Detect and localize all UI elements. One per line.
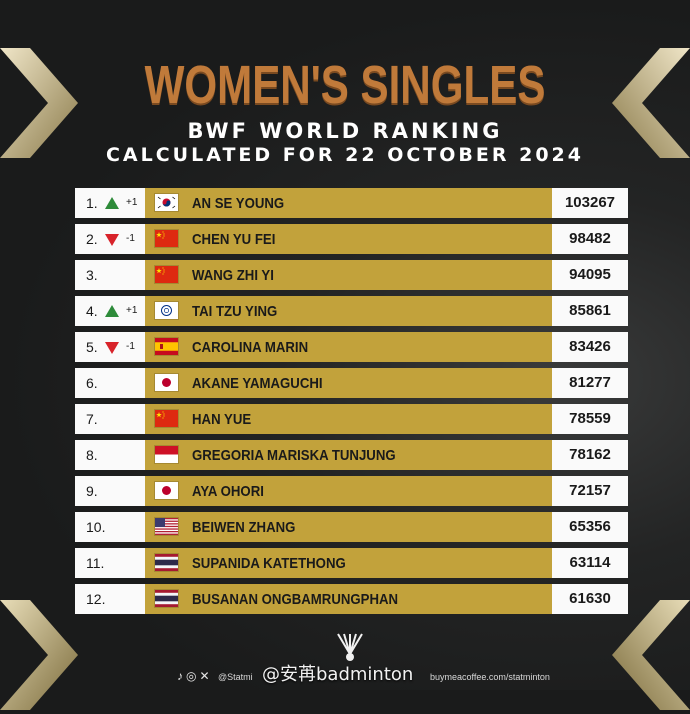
arrow-down-icon bbox=[105, 342, 119, 354]
rank-cell: 10. bbox=[75, 512, 145, 542]
flag-chn-icon bbox=[155, 230, 178, 247]
corner-chevron-bottom-left bbox=[0, 600, 80, 710]
player-name: SUPANIDA KATETHONG bbox=[192, 555, 346, 572]
player-name: BUSANAN ONGBAMRUNGPHAN bbox=[192, 591, 399, 608]
calculated-date: CALCULATED FOR 22 OCTOBER 2024 bbox=[105, 144, 584, 166]
rank-number: 1. bbox=[86, 195, 98, 211]
points-cell: 98482 bbox=[552, 224, 628, 254]
ranking-row: 3. WANG ZHI YI 94095 bbox=[75, 260, 628, 290]
ranking-table: 1. +1 AN SE YOUNG 103267 2. -1 CHEN YU F… bbox=[75, 188, 628, 620]
player-name: CAROLINA MARIN bbox=[192, 339, 309, 356]
rank-cell: 1. +1 bbox=[75, 188, 145, 218]
flag-usa-icon bbox=[155, 518, 178, 535]
ranking-row: 6. AKANE YAMAGUCHI 81277 bbox=[75, 368, 628, 398]
flag-kor-icon bbox=[155, 194, 178, 211]
flag-esp-icon bbox=[155, 338, 178, 355]
points-cell: 61630 bbox=[552, 584, 628, 614]
rank-number: 10. bbox=[86, 519, 106, 535]
rank-number: 5. bbox=[86, 339, 98, 355]
watermark: @安苒badminton bbox=[262, 664, 414, 685]
rank-number: 3. bbox=[86, 267, 98, 283]
rank-number: 8. bbox=[86, 447, 98, 463]
corner-chevron-top-left bbox=[0, 48, 80, 158]
ranking-row: 4. +1 TAI TZU YING 85861 bbox=[75, 296, 628, 326]
points-cell: 85861 bbox=[552, 296, 628, 326]
flag-tpe-icon bbox=[155, 302, 178, 319]
corner-chevron-top-right bbox=[610, 48, 690, 158]
rank-number: 4. bbox=[86, 303, 98, 319]
player-name: CHEN YU FEI bbox=[192, 231, 276, 248]
ranking-row: 2. -1 CHEN YU FEI 98482 bbox=[75, 224, 628, 254]
points-cell: 63114 bbox=[552, 548, 628, 578]
ranking-row: 12. BUSANAN ONGBAMRUNGPHAN 61630 bbox=[75, 584, 628, 614]
flag-tha-icon bbox=[155, 590, 178, 607]
rank-cell: 9. bbox=[75, 476, 145, 506]
ranking-row: 10. BEIWEN ZHANG 65356 bbox=[75, 512, 628, 542]
player-name: GREGORIA MARISKA TUNJUNG bbox=[192, 447, 396, 464]
points-cell: 103267 bbox=[552, 188, 628, 218]
ranking-row: 1. +1 AN SE YOUNG 103267 bbox=[75, 188, 628, 218]
rank-number: 7. bbox=[86, 411, 98, 427]
move-indicator: +1 bbox=[105, 196, 145, 212]
points-cell: 65356 bbox=[552, 512, 628, 542]
move-value: +1 bbox=[126, 197, 138, 208]
move-indicator: -1 bbox=[105, 340, 145, 356]
points-cell: 72157 bbox=[552, 476, 628, 506]
flag-jpn-icon bbox=[155, 374, 178, 391]
social-handle: @Statmi bbox=[218, 672, 253, 682]
rank-cell: 3. bbox=[75, 260, 145, 290]
ranking-row: 11. SUPANIDA KATETHONG 63114 bbox=[75, 548, 628, 578]
player-name: TAI TZU YING bbox=[192, 303, 278, 320]
ranking-subtitle: BWF WORLD RANKING bbox=[187, 119, 503, 143]
points-cell: 81277 bbox=[552, 368, 628, 398]
rank-cell: 11. bbox=[75, 548, 145, 578]
flag-ina-icon bbox=[155, 446, 178, 463]
rank-number: 9. bbox=[86, 483, 98, 499]
move-value: -1 bbox=[126, 233, 135, 244]
ranking-row: 9. AYA OHORI 72157 bbox=[75, 476, 628, 506]
player-name: AKANE YAMAGUCHI bbox=[192, 375, 323, 392]
rank-cell: 7. bbox=[75, 404, 145, 434]
footer: ♪◎✕ @Statmi buymeacoffee.com/statminton bbox=[0, 666, 690, 690]
rank-number: 11. bbox=[86, 555, 105, 571]
flag-chn-icon bbox=[155, 266, 178, 283]
move-indicator: +1 bbox=[105, 304, 145, 320]
arrow-down-icon bbox=[105, 234, 119, 246]
player-name: HAN YUE bbox=[192, 411, 252, 428]
rank-number: 6. bbox=[86, 375, 98, 391]
rank-cell: 12. bbox=[75, 584, 145, 614]
ranking-row: 5. -1 CAROLINA MARIN 83426 bbox=[75, 332, 628, 362]
flag-jpn-icon bbox=[155, 482, 178, 499]
arrow-up-icon bbox=[105, 197, 119, 209]
ranking-row: 7. HAN YUE 78559 bbox=[75, 404, 628, 434]
player-name: AYA OHORI bbox=[192, 483, 264, 500]
rank-cell: 2. -1 bbox=[75, 224, 145, 254]
rank-number: 12. bbox=[86, 591, 106, 607]
corner-chevron-bottom-right bbox=[610, 600, 690, 710]
shuttlecock-logo-icon bbox=[337, 633, 363, 661]
move-value: -1 bbox=[126, 341, 135, 352]
rank-cell: 5. -1 bbox=[75, 332, 145, 362]
rank-number: 2. bbox=[86, 231, 98, 247]
move-indicator: -1 bbox=[105, 232, 145, 248]
points-cell: 83426 bbox=[552, 332, 628, 362]
player-name: BEIWEN ZHANG bbox=[192, 519, 296, 536]
arrow-up-icon bbox=[105, 305, 119, 317]
points-cell: 94095 bbox=[552, 260, 628, 290]
player-name: AN SE YOUNG bbox=[192, 195, 285, 212]
player-name: WANG ZHI YI bbox=[192, 267, 274, 284]
rank-cell: 6. bbox=[75, 368, 145, 398]
page-title: WOMEN'S SINGLES bbox=[144, 55, 546, 115]
social-icons: ♪◎✕ bbox=[177, 669, 213, 683]
move-value: +1 bbox=[126, 305, 138, 316]
flag-tha-icon bbox=[155, 554, 178, 571]
ranking-row: 8. GREGORIA MARISKA TUNJUNG 78162 bbox=[75, 440, 628, 470]
flag-chn-icon bbox=[155, 410, 178, 427]
rank-cell: 8. bbox=[75, 440, 145, 470]
footer-website: buymeacoffee.com/statminton bbox=[430, 672, 550, 682]
points-cell: 78162 bbox=[552, 440, 628, 470]
points-cell: 78559 bbox=[552, 404, 628, 434]
rank-cell: 4. +1 bbox=[75, 296, 145, 326]
